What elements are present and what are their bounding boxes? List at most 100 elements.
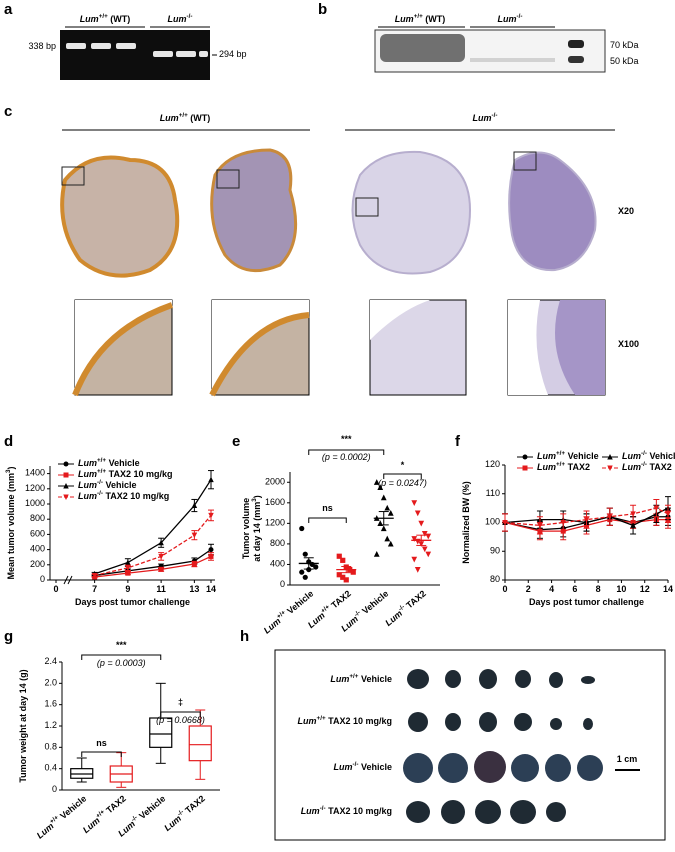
annotation: (p = 0.0668) — [156, 715, 205, 725]
legend-marker — [63, 494, 69, 500]
marker — [630, 522, 636, 528]
marker — [373, 479, 380, 485]
x-tick-label: 10 — [616, 584, 626, 594]
y-axis-label: Tumor weight at day 14 (g) — [18, 669, 28, 782]
y-tick-label: 1000 — [25, 498, 45, 508]
annotation: ns — [322, 503, 333, 513]
marker — [418, 520, 425, 527]
panel-label: e — [232, 433, 240, 450]
legend-marker — [522, 465, 528, 471]
marker — [208, 512, 214, 519]
band-size: 294 bp — [219, 49, 247, 59]
y-tick-label: 1600 — [265, 497, 285, 507]
marker — [414, 510, 421, 517]
y-tick-label: 100 — [485, 517, 500, 527]
marker — [299, 525, 305, 532]
marker — [350, 569, 356, 575]
panel-label: d — [4, 433, 13, 450]
y-tick-label: 400 — [270, 559, 285, 569]
bracket — [308, 449, 385, 455]
y-tick-label: 110 — [486, 488, 500, 498]
marker — [191, 532, 198, 539]
legend-label: Lum-/- TAX2 10 mg/kg — [78, 490, 169, 501]
y-tick-label: 1400 — [25, 468, 45, 478]
legend-label: Lum-/- TAX2 — [622, 461, 672, 472]
y-tick-label: 800 — [30, 514, 45, 524]
panel-label: g — [4, 628, 13, 645]
legend-label: Lum+/+ TAX2 — [537, 461, 590, 472]
marker — [411, 536, 418, 542]
blot-bands — [380, 34, 584, 63]
series-line — [504, 507, 669, 527]
marker — [502, 520, 508, 526]
legend-label: Lum-/- Vehicle — [622, 450, 675, 461]
legend-marker — [607, 454, 613, 460]
magnification: X100 — [618, 339, 639, 349]
scale-bar-label: 1 cm — [617, 754, 638, 764]
marker — [384, 504, 391, 511]
annotation: ns — [96, 738, 107, 748]
marker — [125, 565, 131, 571]
x-tick-label: 7 — [92, 584, 97, 594]
marker — [208, 553, 214, 559]
group-label: Lum+/+ (WT) — [160, 112, 211, 123]
row-label: Lum+/+ Vehicle — [330, 673, 392, 684]
x-tick-label: 8 — [596, 584, 601, 594]
marker — [340, 557, 346, 563]
band-size: 338 bp — [28, 41, 56, 51]
marker — [421, 531, 428, 537]
x-tick-label: 0 — [502, 584, 507, 594]
x-axis-label: Days post tumor challenge — [75, 597, 190, 607]
marker — [411, 500, 418, 506]
group-label: Lum-/- — [473, 112, 498, 123]
y-tick-label: 80 — [490, 574, 500, 584]
annotation: ‡ — [178, 697, 183, 707]
annotation: (p = 0.0003) — [97, 658, 146, 668]
marker — [380, 525, 387, 532]
y-tick-label: 200 — [30, 559, 45, 569]
marker — [208, 547, 214, 553]
y-axis-label: Normalized BW (%) — [461, 481, 471, 564]
annotation: *** — [341, 434, 352, 444]
x-tick-label: 14 — [206, 584, 216, 594]
marker — [299, 569, 305, 575]
y-tick-label: 1.6 — [44, 699, 57, 709]
y-tick-label: 600 — [30, 529, 45, 539]
marker — [313, 564, 319, 570]
y-tick-label: 90 — [490, 546, 500, 556]
marker — [414, 566, 421, 573]
marker — [373, 551, 380, 557]
marker — [421, 546, 428, 553]
histology — [60, 148, 606, 397]
y-tick-label: 0.8 — [44, 742, 57, 752]
legend-label: Lum-/- Vehicle — [78, 479, 136, 490]
marker — [208, 476, 214, 483]
y-tick-label: 120 — [485, 459, 500, 469]
x-tick-label: Lum+/+ Vehicle — [34, 793, 88, 841]
legend-marker — [607, 465, 613, 471]
legend-label: Lum+/+ TAX2 10 mg/kg — [78, 468, 172, 479]
marker — [343, 577, 349, 583]
x-tick-label: 6 — [572, 584, 577, 594]
bracket — [308, 517, 347, 523]
marker — [665, 511, 671, 517]
marker — [158, 539, 164, 546]
x-tick-label: Lum-/- TAX2 — [383, 588, 428, 629]
mw-marker: 50 kDa — [610, 56, 639, 66]
legend-marker — [63, 483, 69, 489]
marker — [340, 574, 346, 580]
photo-frame — [274, 649, 666, 841]
marker — [607, 514, 613, 520]
marker — [537, 522, 543, 529]
legend-marker — [63, 472, 69, 478]
bracket — [81, 751, 122, 757]
marker — [125, 559, 131, 566]
marker — [377, 484, 384, 491]
marker — [336, 572, 342, 578]
y-tick-label: 0 — [40, 574, 45, 584]
marker — [425, 551, 432, 558]
marker — [336, 553, 342, 559]
bracket — [81, 654, 162, 660]
marker — [560, 520, 566, 526]
panel-label: h — [240, 628, 249, 645]
